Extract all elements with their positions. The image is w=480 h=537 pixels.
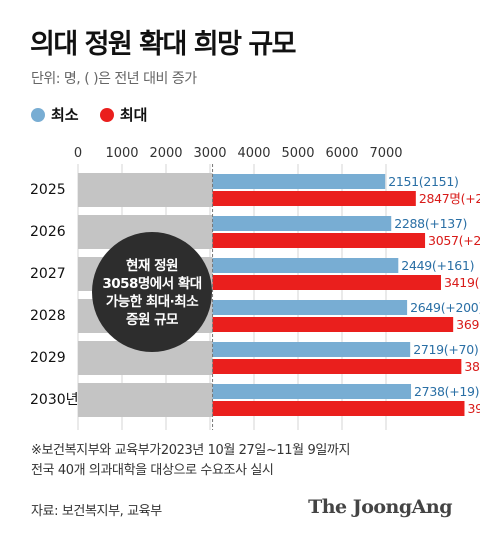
x-tick-label: 0 [74,146,82,161]
max-value-label: 3419(+362) [444,275,480,290]
x-tick-label: 7000 [369,146,402,161]
callout-text-line: 가능한 최대·최소 [106,294,199,310]
legend-label-max: 최대 [119,106,148,124]
max-bar [212,233,426,248]
legend-item-min: 최소 [31,104,79,125]
legend-label-min: 최소 [51,106,79,124]
max-value-label: 3057(+210) [428,233,480,248]
category-label: 2028 [30,308,66,324]
callout-circle [92,232,212,352]
x-tick-label: 3000 [193,146,226,161]
max-value-label: 3882(+186) [464,359,480,374]
category-label: 2029 [30,350,66,366]
chart-title: 의대 정원 확대 희망 규모 [30,29,297,60]
legend-dot-max [99,107,114,122]
callout-text-line: 3058명에서 확대 [102,275,201,292]
footnote: ※보건복지부와 교육부가2023년 10월 27일~11월 9일까지 전국 40… [31,441,350,481]
callout-text-line: 현재 정원 [126,257,178,274]
category-label: 2026 [30,224,66,240]
category-label: 2030년 [30,392,79,408]
min-bar [212,258,399,273]
x-tick-label: 1000 [105,146,138,161]
min-value-label: 2449(+161) [401,258,474,273]
category-label: 2027 [30,266,66,282]
max-bar [212,359,462,374]
legend-item-max: 최대 [99,104,148,125]
min-value-label: 2288(+137) [394,216,467,231]
bar-chart: 0 1000 2000 3000 4000 5000 6000 7000 2025 2151(21… [30,146,480,430]
max-value-label: 3696(+277) [456,317,480,332]
footnote-line-2: 전국 40개 의과대학을 대상으로 수요조사 실시 [31,463,274,478]
min-bar [212,174,386,189]
max-bar [212,401,465,416]
min-value-label: 2738(+19) [414,384,479,399]
min-bar [212,384,412,399]
baseline-bar [78,383,213,417]
legend: 최소 최대 [31,104,163,126]
legend-dot-min [31,107,45,122]
baseline-bar [78,173,213,207]
x-tick-label: 2000 [149,146,182,161]
max-bar [212,317,454,332]
footnote-line-1: ※보건복지부와 교육부가2023년 10월 27일~11월 9일까지 [31,443,351,458]
category-label: 2025 [30,182,66,198]
max-value-label: 3953(+71) [467,401,480,416]
x-tick-label: 4000 [237,146,270,161]
min-value-label: 2649(+200) [410,300,480,315]
min-bar [212,300,408,315]
x-tick-label: 5000 [281,146,314,161]
x-tick-label: 6000 [325,146,358,161]
max-value-label: 2847명(+2847) [419,191,480,206]
source-text: 자료: 보건복지부, 교육부 [31,504,162,519]
min-value-label: 2719(+70) [413,342,478,357]
min-bar [212,216,392,231]
min-bar [212,342,411,357]
brand-logo: The JoongAng [308,496,452,518]
chart-subtitle: 단위: 명, ( )은 전년 대비 증가 [31,71,197,87]
callout-text-line: 증원 규모 [126,312,179,328]
max-bar [212,275,441,290]
min-value-label: 2151(2151) [388,174,458,189]
max-bar [212,191,416,206]
